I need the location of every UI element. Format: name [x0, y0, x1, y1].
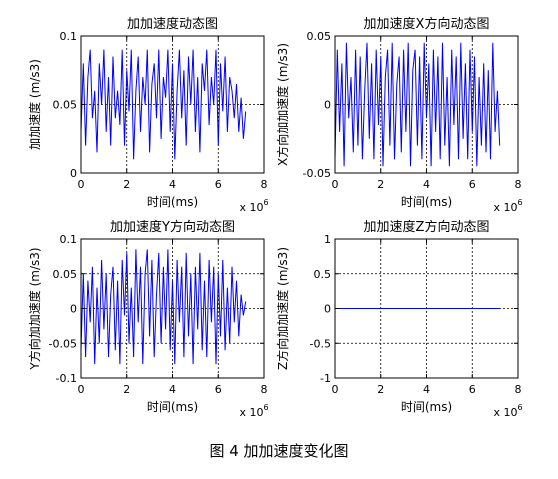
- x-tick-label: 2: [377, 178, 384, 191]
- x-tick-label: 0: [332, 383, 339, 396]
- x-multiplier: x 106: [239, 403, 268, 419]
- x-tick-label: 2: [377, 383, 384, 396]
- y-tick-label: 0: [70, 167, 77, 180]
- y-tick-label: -1: [320, 372, 331, 385]
- y-tick-label: 0.1: [60, 233, 78, 246]
- x-tick-label: 6: [469, 383, 476, 396]
- x-tick-label: 4: [423, 178, 430, 191]
- y-tick-label: 0.05: [53, 99, 78, 112]
- y-axis-label: Z方向加加速度 (m/s3): [275, 247, 290, 370]
- x-tick-label: 8: [515, 178, 522, 191]
- y-tick-label: -0.5: [310, 337, 331, 350]
- x-axis-label: 时间(ms): [147, 400, 198, 414]
- x-axis-label: 时间(ms): [401, 400, 452, 414]
- y-tick-label: 0.05: [53, 268, 78, 281]
- x-multiplier-exponent: 6: [263, 403, 268, 412]
- y-tick-label: 0.05: [307, 30, 332, 43]
- x-tick-label: 8: [261, 178, 268, 191]
- x-multiplier-exponent: 6: [263, 198, 268, 207]
- chart-title: 加加速度Z方向动态图: [364, 219, 490, 235]
- y-axis-label: X方向加加速度 (m/s3): [275, 43, 290, 166]
- x-tick-label: 6: [215, 383, 222, 396]
- x-multiplier-base: x 10: [493, 201, 517, 214]
- x-multiplier: x 106: [493, 403, 522, 419]
- y-tick-label: 0: [324, 99, 331, 112]
- x-tick-label: 8: [261, 383, 268, 396]
- y-axis-label: Y方向加加速度 (m/s3): [27, 247, 42, 370]
- chart-title: 加加速度X方向动态图: [364, 16, 490, 32]
- x-multiplier-exponent: 6: [517, 198, 522, 207]
- x-multiplier-base: x 10: [239, 406, 263, 419]
- x-axis-label: 时间(ms): [401, 195, 452, 209]
- x-multiplier: x 106: [493, 198, 522, 214]
- y-tick-label: 1: [324, 233, 331, 246]
- x-tick-label: 4: [169, 178, 176, 191]
- series-line: [334, 42, 501, 167]
- x-tick-label: 0: [78, 383, 85, 396]
- x-tick-label: 8: [515, 383, 522, 396]
- x-tick-label: 2: [123, 383, 130, 396]
- y-tick-label: -0.05: [49, 337, 77, 350]
- x-tick-label: 0: [78, 178, 85, 191]
- y-axis-label: 加加速度 (m/s3): [27, 59, 42, 150]
- x-tick-label: 4: [169, 383, 176, 396]
- x-multiplier-base: x 10: [239, 201, 263, 214]
- x-tick-label: 2: [123, 178, 130, 191]
- x-multiplier-base: x 10: [493, 406, 517, 419]
- y-tick-label: 0.5: [314, 268, 332, 281]
- chart-title: 加加速度动态图: [127, 16, 218, 32]
- figure-caption: 图 4 加加速度变化图: [209, 442, 349, 460]
- y-tick-label: 0.1: [60, 30, 78, 43]
- y-tick-label: -0.05: [303, 167, 331, 180]
- series-line: [80, 249, 247, 365]
- x-tick-label: 4: [423, 383, 430, 396]
- y-tick-label: -0.1: [56, 372, 77, 385]
- series-line: [80, 49, 247, 160]
- x-tick-label: 6: [215, 178, 222, 191]
- chart-title: 加加速度Y方向动态图: [110, 219, 235, 235]
- x-axis-label: 时间(ms): [147, 195, 198, 209]
- x-multiplier: x 106: [239, 198, 268, 214]
- x-tick-label: 6: [469, 178, 476, 191]
- y-tick-label: 0: [70, 303, 77, 316]
- x-tick-label: 0: [332, 178, 339, 191]
- y-tick-label: 0: [324, 303, 331, 316]
- x-multiplier-exponent: 6: [517, 403, 522, 412]
